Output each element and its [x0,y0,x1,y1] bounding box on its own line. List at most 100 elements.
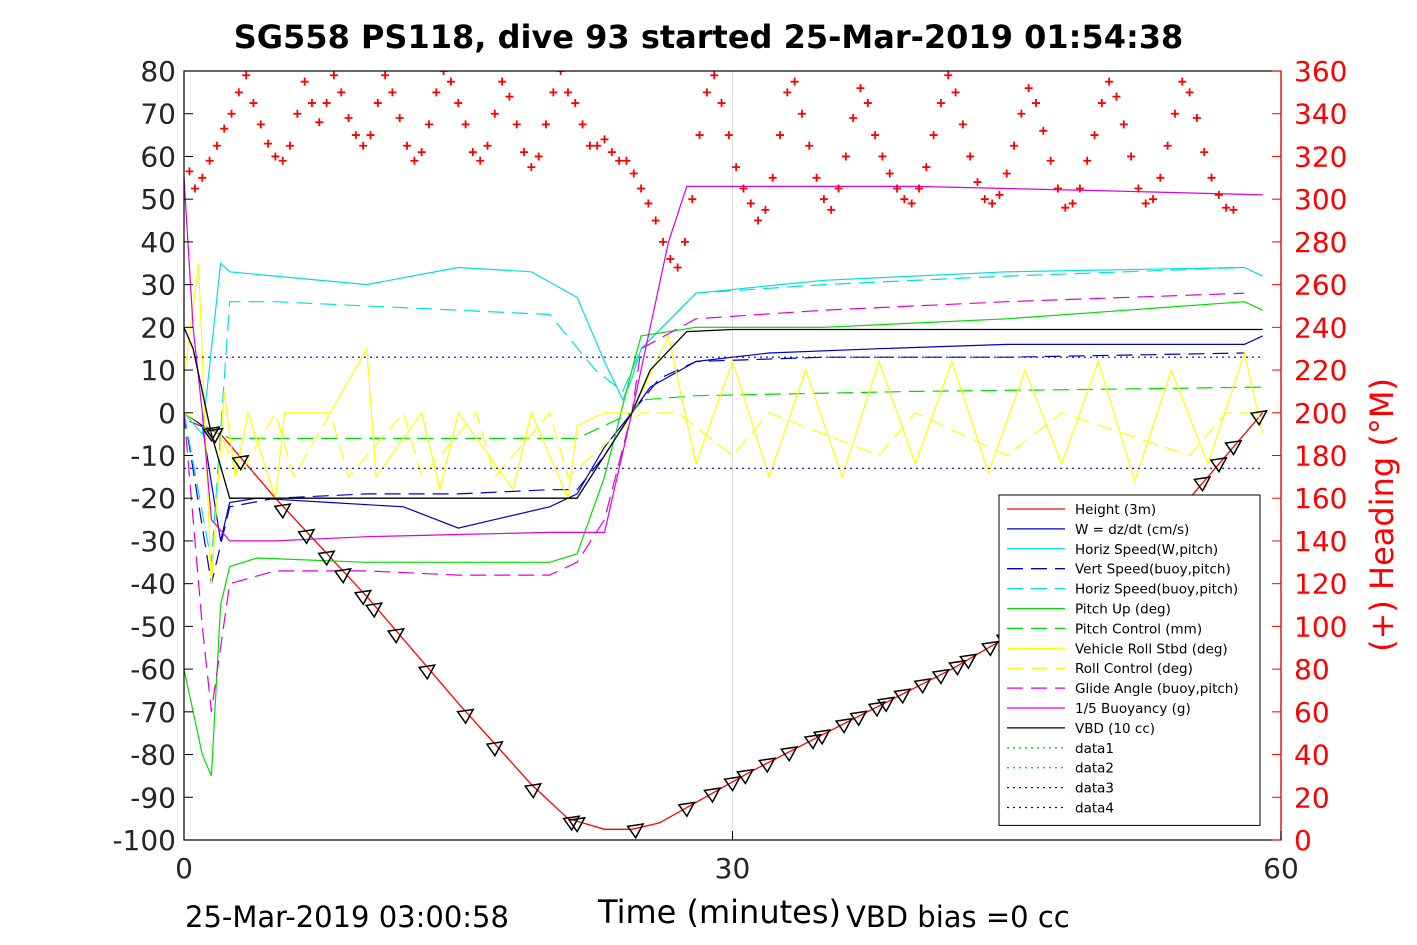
heading-point [995,190,1004,199]
heading-point [951,88,960,97]
height-marker [1209,456,1228,474]
heading-point [1192,113,1201,122]
heading-point [629,169,638,178]
heading-point [432,88,441,97]
heading-point [498,77,507,86]
y-tick-label: -50 [130,610,176,643]
y2-tick-label: 220 [1294,354,1347,387]
y2-tick-label: 340 [1294,98,1347,131]
heading-point [666,254,675,263]
heading-point [1075,184,1084,193]
height-marker [736,768,755,785]
legend-label-8: Roll Control (deg) [1075,661,1193,677]
heading-point [724,131,733,140]
y2-tick-label: 40 [1294,739,1330,772]
y2-tick-label: 0 [1294,824,1312,857]
heading-point [373,99,382,108]
heading-point [834,184,843,193]
heading-point [461,120,470,129]
heading-point [198,173,207,182]
heading-point [1024,84,1033,93]
y2-tick-label: 300 [1294,183,1347,216]
y2-tick-label: 100 [1294,610,1347,643]
heading-point [344,113,353,122]
heading-point [673,263,682,272]
y-tick-label: 30 [140,269,176,302]
heading-point [936,99,945,108]
y-tick-label: -30 [130,525,176,558]
heading-point [381,71,390,80]
heading-point [688,195,697,204]
y-tick-label: -90 [130,781,176,814]
heading-point [944,71,953,80]
heading-point [958,120,967,129]
heading-point [1083,156,1092,165]
heading-point [1149,195,1158,204]
legend-label-13: data2 [1075,761,1114,777]
height-marker [867,701,886,718]
heading-point [710,71,719,80]
heading-point [1200,148,1209,157]
heading-point [234,88,243,97]
x-tick-label: 30 [715,852,751,885]
series-line-2 [184,262,1263,436]
height-marker [812,729,832,746]
heading-point [680,237,689,246]
heading-point [1090,131,1099,140]
heading-point [556,71,565,75]
heading-point [1017,109,1026,118]
heading-point [1046,156,1055,165]
heading-point [1061,203,1070,212]
legend-label-14: data3 [1075,781,1114,797]
y-tick-label: 40 [140,226,176,259]
heading-point [1053,184,1062,193]
y2-tick-label: 140 [1294,525,1347,558]
chart-title: SG558 PS118, dive 93 started 25-Mar-2019… [233,18,1184,56]
height-marker [779,745,799,763]
heading-point [651,216,660,225]
footer-vbd-bias: VBD bias =0 cc [846,900,1070,934]
heading-point [622,156,631,165]
heading-point [417,148,426,157]
height-marker [1249,409,1268,427]
y2-tick-label: 20 [1294,781,1330,814]
height-marker [353,589,373,606]
y2-tick-label: 320 [1294,140,1347,173]
heading-point [1134,184,1143,193]
heading-point [1032,99,1040,108]
heading-point [1002,169,1011,178]
y-tick-label: 10 [140,354,176,387]
heading-point [424,120,433,129]
heading-point [366,131,375,140]
heading-point [1163,141,1172,150]
heading-point [446,77,455,86]
heading-point [205,156,214,165]
heading-point [293,109,302,118]
height-marker [948,659,967,677]
heading-point [702,88,711,97]
heading-point [1156,173,1165,182]
height-marker [703,787,722,804]
height-marker [297,528,316,545]
y2-tick-label: 180 [1294,440,1347,473]
series-line-9 [184,292,1245,712]
heading-point [1105,77,1114,86]
y-tick-label: -10 [130,440,176,473]
heading-point [1222,203,1231,212]
y-tick-label: 70 [140,98,176,131]
heading-point [329,71,338,80]
heading-point [512,120,521,129]
heading-point [841,152,850,161]
y-tick-label: -40 [130,568,176,601]
height-marker [959,653,978,670]
heading-point [1207,173,1216,182]
heading-point [659,237,668,246]
heading-point [542,120,551,129]
heading-point [585,141,594,150]
heading-point [1214,190,1223,199]
series-line-4 [184,266,1245,563]
y-tick-label: 0 [158,397,176,430]
heading-point [505,92,514,101]
heading-point [819,195,828,204]
